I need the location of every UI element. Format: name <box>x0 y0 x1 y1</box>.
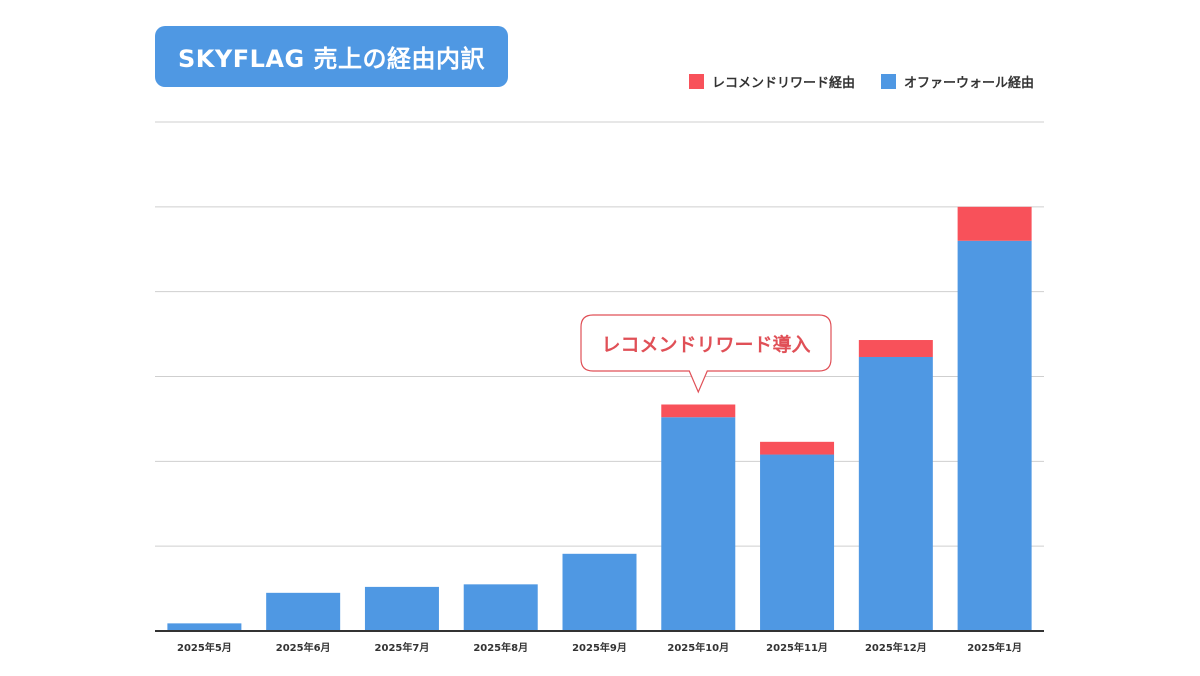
bar-offerwall <box>957 240 1032 631</box>
x-tick-label: 2025年12月 <box>865 641 927 654</box>
x-tick-label: 2025年9月 <box>572 641 627 654</box>
bar-recommend <box>957 206 1032 241</box>
x-tick-label: 2025年10月 <box>667 641 729 654</box>
x-tick-label: 2025年1月 <box>967 641 1022 654</box>
x-tick-label: 2025年5月 <box>177 641 232 654</box>
legend-swatch-offerwall <box>880 74 896 89</box>
legend-item-offerwall: オファーウォール経由 <box>880 72 1034 91</box>
bar-offerwall <box>562 553 637 631</box>
bar-offerwall <box>760 454 835 631</box>
legend-label-offerwall: オファーウォール経由 <box>903 76 1034 91</box>
bar-recommend <box>661 404 736 418</box>
chart-title: SKYFLAG 売上の経由内訳 <box>155 26 508 87</box>
x-tick-label: 2025年8月 <box>473 641 528 654</box>
bar-recommend <box>858 340 933 357</box>
legend-label-recommend: レコメンドリワード経由 <box>711 76 855 91</box>
x-tick-label: 2025年6月 <box>276 641 331 654</box>
x-tick-label: 2025年11月 <box>766 641 828 654</box>
bar-offerwall <box>167 623 242 631</box>
x-tick-label: 2025年7月 <box>375 641 430 654</box>
bar-offerwall <box>266 592 341 631</box>
legend-swatch-recommend <box>688 74 704 89</box>
annotation-callout <box>580 314 832 394</box>
bar-recommend <box>760 441 835 455</box>
bar-offerwall <box>364 586 439 631</box>
bar-offerwall <box>463 584 538 631</box>
annotation-text: レコメンドリワード導入 <box>601 333 810 356</box>
legend: レコメンドリワード経由 オファーウォール経由 <box>688 72 1034 91</box>
legend-item-recommend: レコメンドリワード経由 <box>688 72 855 91</box>
bar-offerwall <box>858 356 933 631</box>
bar-offerwall <box>661 417 736 631</box>
